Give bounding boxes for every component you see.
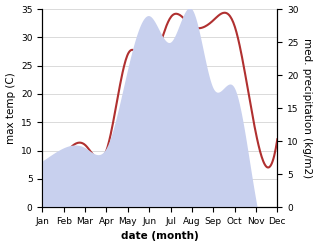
X-axis label: date (month): date (month) [121,231,199,242]
Y-axis label: max temp (C): max temp (C) [5,72,16,144]
Y-axis label: med. precipitation (kg/m2): med. precipitation (kg/m2) [302,38,313,178]
